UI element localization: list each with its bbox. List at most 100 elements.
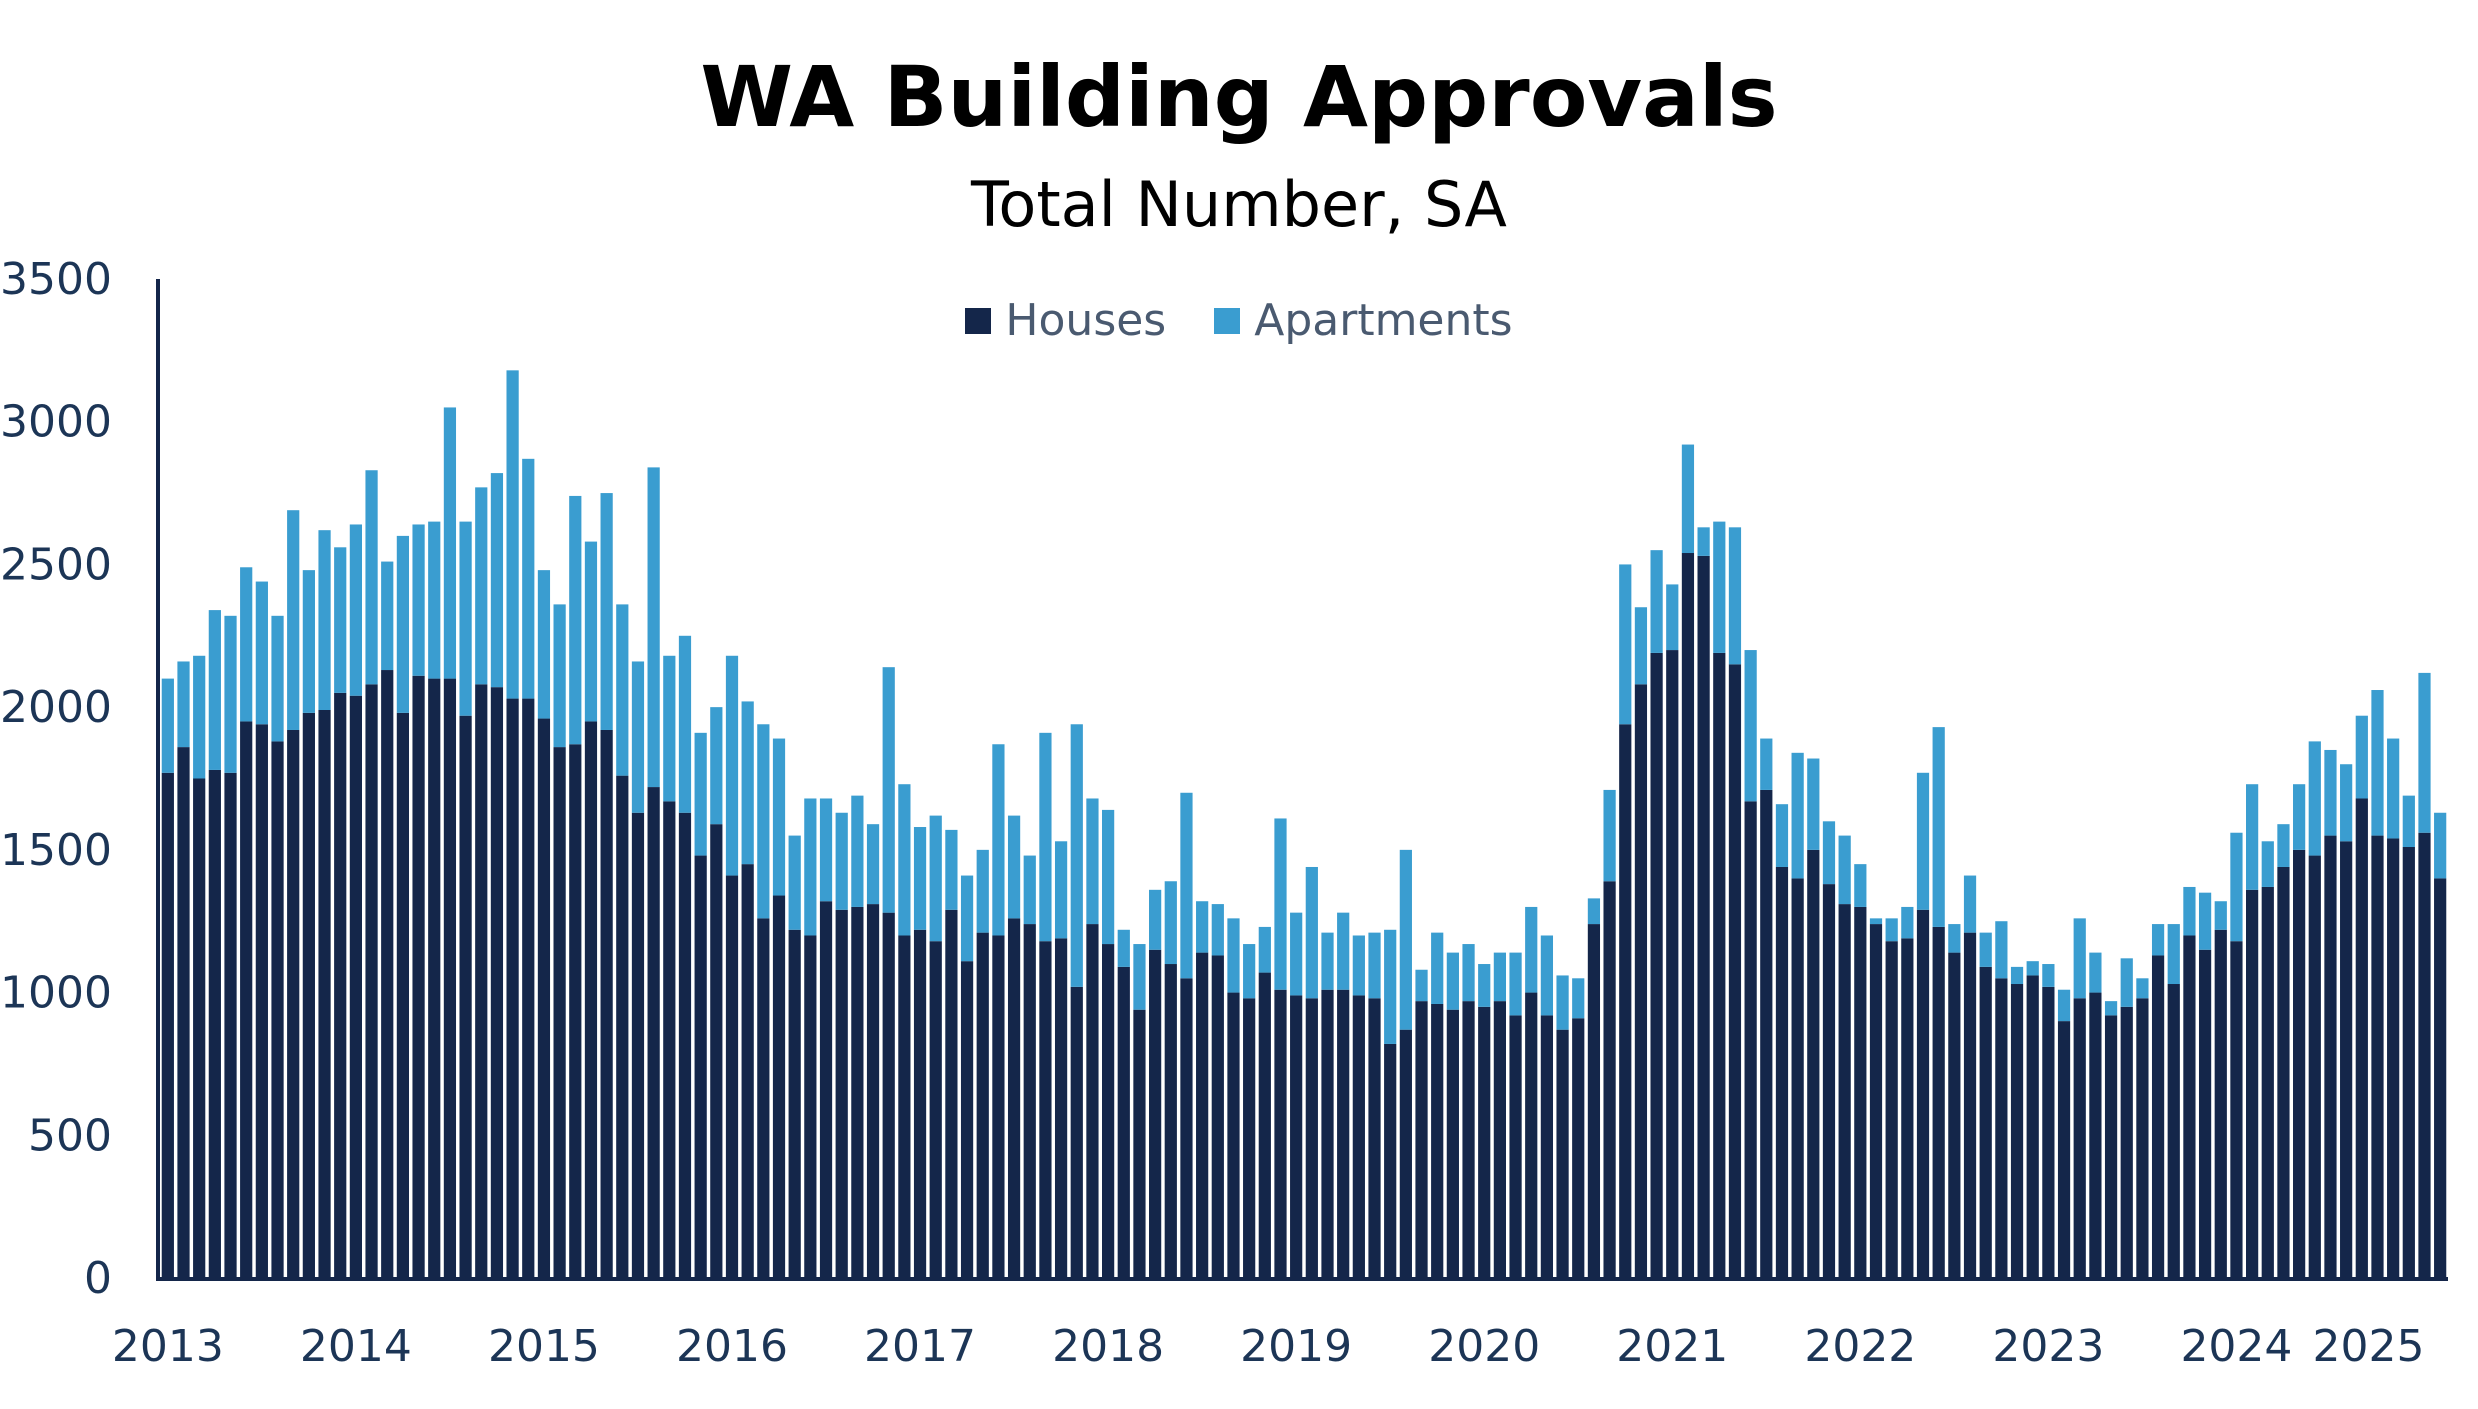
bar-houses-77 <box>1368 998 1381 1278</box>
bar-apartments-3 <box>208 610 221 770</box>
bar-houses-117 <box>1995 978 2008 1278</box>
legend-item-apartments: Apartments <box>1214 295 1513 346</box>
bar-houses-6 <box>255 724 268 1278</box>
bar-houses-82 <box>1446 1009 1459 1278</box>
bar-houses-79 <box>1399 1029 1412 1278</box>
bar-houses-31 <box>647 787 660 1278</box>
bar-houses-128 <box>2167 984 2180 1278</box>
bar-houses-87 <box>1525 992 1538 1278</box>
bar-houses-74 <box>1321 989 1334 1278</box>
bar-houses-34 <box>694 855 707 1278</box>
bar-apartments-99 <box>1713 521 1726 653</box>
bar-apartments-46 <box>882 667 895 913</box>
bar-apartments-60 <box>1102 809 1115 945</box>
bar-apartments-144 <box>2418 672 2431 833</box>
bar-houses-97 <box>1681 553 1695 1278</box>
bar-apartments-126 <box>2136 978 2149 999</box>
bar-houses-113 <box>1932 926 1945 1278</box>
bar-apartments-89 <box>1556 975 1569 1030</box>
bar-houses-145 <box>2434 878 2447 1278</box>
bar-houses-72 <box>1290 995 1303 1278</box>
bar-apartments-69 <box>1243 944 1256 999</box>
bar-apartments-78 <box>1384 929 1397 1044</box>
bar-apartments-132 <box>2230 832 2243 942</box>
bar-apartments-106 <box>1822 821 1836 885</box>
bar-houses-60 <box>1102 944 1115 1278</box>
bar-apartments-119 <box>2026 961 2039 976</box>
bar-apartments-114 <box>1948 924 1961 953</box>
bar-apartments-53 <box>992 744 1005 936</box>
bar-apartments-110 <box>1885 918 1898 942</box>
bar-houses-47 <box>898 935 911 1278</box>
bar-houses-59 <box>1086 924 1099 1278</box>
bar-houses-71 <box>1274 989 1287 1278</box>
bar-houses-43 <box>835 909 848 1278</box>
bar-houses-21 <box>490 687 504 1278</box>
bar-apartments-98 <box>1697 527 1710 556</box>
bar-houses-141 <box>2371 835 2384 1278</box>
x-tick-label-7: 2020 <box>1428 1321 1540 1372</box>
bar-apartments-116 <box>1979 932 1992 967</box>
legend-label-houses: Houses <box>1005 295 1167 346</box>
bar-houses-22 <box>506 698 519 1278</box>
bar-houses-54 <box>1007 918 1021 1278</box>
bar-houses-122 <box>2073 998 2086 1278</box>
bar-apartments-73 <box>1305 866 1318 999</box>
bar-houses-64 <box>1164 964 1177 1278</box>
bar-apartments-133 <box>2246 784 2259 890</box>
bar-houses-109 <box>1869 924 1883 1278</box>
bar-houses-55 <box>1023 924 1036 1278</box>
bar-apartments-36 <box>725 655 739 876</box>
bar-apartments-142 <box>2387 738 2400 839</box>
bar-houses-28 <box>600 729 613 1278</box>
y-axis: 0 500 1000 1500 2000 2500 3000 3500 <box>0 254 160 1304</box>
bar-apartments-137 <box>2308 741 2321 856</box>
bar-houses-83 <box>1462 1001 1475 1278</box>
bar-apartments-55 <box>1023 855 1036 925</box>
bar-apartments-100 <box>1728 527 1742 665</box>
bar-apartments-12 <box>349 524 362 696</box>
bar-houses-101 <box>1744 801 1757 1278</box>
bar-houses-119 <box>2026 975 2039 1278</box>
bar-houses-49 <box>929 941 942 1278</box>
bar-apartments-115 <box>1963 875 1977 933</box>
legend-swatch-apartments <box>1214 307 1241 334</box>
bar-houses-120 <box>2042 986 2055 1278</box>
bar-houses-134 <box>2261 886 2274 1278</box>
bar-apartments-127 <box>2151 924 2165 956</box>
bar-houses-7 <box>271 741 284 1278</box>
bar-houses-81 <box>1431 1003 1444 1278</box>
bar-apartments-117 <box>1995 921 2008 979</box>
y-tick-label-0: 0 <box>84 1253 112 1304</box>
bar-apartments-21 <box>490 473 504 688</box>
bar-houses-70 <box>1258 972 1271 1278</box>
bar-houses-8 <box>287 729 300 1278</box>
bar-houses-30 <box>631 812 645 1278</box>
bar-houses-118 <box>2010 984 2024 1278</box>
bar-apartments-38 <box>757 724 770 919</box>
bar-houses-14 <box>381 670 394 1278</box>
bar-apartments-6 <box>255 581 268 725</box>
bar-apartments-22 <box>506 370 519 699</box>
bar-houses-29 <box>616 775 629 1278</box>
bar-apartments-83 <box>1462 944 1475 1002</box>
bar-houses-123 <box>2089 992 2102 1278</box>
bar-apartments-92 <box>1603 789 1616 882</box>
bar-houses-116 <box>1979 966 1992 1278</box>
bar-houses-91 <box>1587 924 1601 1278</box>
legend-label-apartments: Apartments <box>1254 295 1513 346</box>
bar-houses-16 <box>412 675 425 1278</box>
bar-apartments-0 <box>161 678 174 773</box>
bar-houses-2 <box>193 778 206 1278</box>
bar-houses-86 <box>1509 1015 1522 1278</box>
chart-subtitle: Total Number, SA <box>971 168 1507 241</box>
bar-apartments-35 <box>710 707 723 825</box>
bar-apartments-111 <box>1901 906 1914 939</box>
bar-apartments-77 <box>1368 932 1381 999</box>
bar-apartments-80 <box>1415 969 1428 1002</box>
bar-houses-51 <box>960 961 974 1278</box>
bar-apartments-25 <box>553 604 566 748</box>
bar-apartments-87 <box>1525 906 1538 993</box>
bar-apartments-86 <box>1509 952 1522 1016</box>
